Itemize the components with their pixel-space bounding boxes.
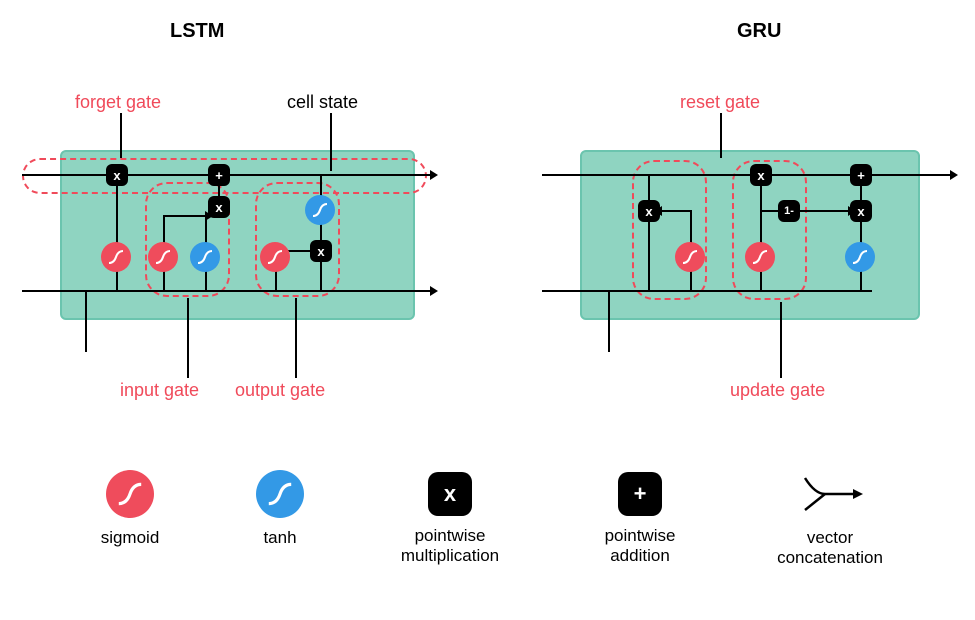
- lstm-output-sigmoid: [260, 242, 290, 272]
- gru-title: GRU: [737, 20, 781, 43]
- gru-reset-mult: x: [638, 200, 660, 222]
- lstm-forget-gate-label: forget gate: [75, 92, 161, 113]
- gru-update-gate-label: update gate: [730, 380, 825, 401]
- gru-mult2-v: [860, 175, 862, 292]
- legend-sigmoid-label: sigmoid: [75, 528, 185, 548]
- mult-icon: x: [428, 472, 472, 516]
- lstm-hidden-line: [22, 290, 430, 292]
- lstm-forget-sigmoid: [101, 242, 131, 272]
- lstm-input-mult: x: [208, 196, 230, 218]
- tanh-icon: [256, 470, 304, 518]
- lstm-forget-mult: x: [106, 164, 128, 186]
- gru-update-sigmoid: [745, 242, 775, 272]
- lstm-output-callout: [295, 298, 297, 378]
- legend-add-label: pointwise addition: [570, 526, 710, 566]
- gru-update-mult-top: x: [750, 164, 772, 186]
- gru-reset-dashed: [632, 160, 707, 300]
- gru-hidden-line: [542, 174, 950, 176]
- lstm-input-tanh: [190, 242, 220, 272]
- gru-reset-gate-label: reset gate: [680, 92, 760, 113]
- concat-icon: [795, 470, 865, 518]
- gru-reset-callout: [720, 113, 722, 158]
- lstm-output-mult: x: [310, 240, 332, 262]
- lstm-input-callout: [187, 298, 189, 378]
- lstm-ig-sig-mult-h: [163, 215, 205, 217]
- gru-add: +: [850, 164, 872, 186]
- lstm-input-v: [85, 290, 87, 352]
- lstm-cell-tanh: [305, 195, 335, 225]
- gru-input-bottom: [542, 290, 872, 292]
- legend-concat: vector concatenation: [750, 470, 910, 568]
- gru-input-v: [608, 290, 610, 352]
- gru-reset-sigmoid: [675, 242, 705, 272]
- legend-add: + pointwise addition: [570, 472, 710, 566]
- lstm-title: LSTM: [170, 20, 224, 43]
- gru-1m-h: [760, 210, 848, 212]
- legend-concat-label: vector concatenation: [750, 528, 910, 568]
- gru-update-callout: [780, 302, 782, 378]
- lstm-cell-state-label: cell state: [287, 92, 358, 113]
- lstm-cell-callout: [330, 113, 332, 171]
- legend-tanh: tanh: [225, 470, 335, 548]
- lstm-forget-v: [116, 174, 118, 292]
- gru-one-minus: 1-: [778, 200, 800, 222]
- gru-reset-mult-h: [662, 210, 690, 212]
- lstm-input-sigmoid: [148, 242, 178, 272]
- gru-tanh: [845, 242, 875, 272]
- lstm-output-gate-label: output gate: [235, 380, 325, 401]
- gru-update-sig-v: [760, 175, 762, 292]
- gru-reset-mult-down: [648, 210, 650, 292]
- legend-sigmoid: sigmoid: [75, 470, 185, 548]
- sigmoid-icon: [106, 470, 154, 518]
- lstm-forget-callout: [120, 113, 122, 158]
- legend-mult-label: pointwise multiplication: [380, 526, 520, 566]
- lstm-input-gate-label: input gate: [120, 380, 199, 401]
- legend-mult: x pointwise multiplication: [380, 472, 520, 566]
- lstm-add: +: [208, 164, 230, 186]
- add-icon: +: [618, 472, 662, 516]
- gru-update-mult2: x: [850, 200, 872, 222]
- legend-tanh-label: tanh: [225, 528, 335, 548]
